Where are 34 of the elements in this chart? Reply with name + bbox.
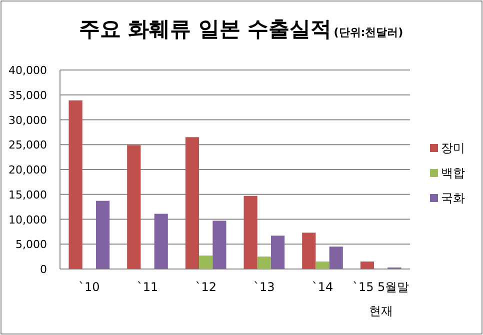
bar [329,246,343,269]
bar [96,200,110,269]
y-tick-label: 5,000 [16,238,47,252]
x-tick-label: `15 5월말 현재 [352,280,410,318]
y-tick-label: 25,000 [8,138,47,152]
bar [316,262,330,269]
bar [257,256,271,269]
y-tick-label: 20,000 [8,164,47,176]
bar [270,236,285,269]
y-tick-label: 35,000 [8,88,47,102]
x-tick-label: `12 [195,280,216,294]
bar [212,220,226,269]
y-tick-label: 40,000 [8,64,47,77]
bar [244,196,258,269]
legend-label: 백합 [441,166,465,180]
bar [68,100,82,269]
y-tick-label: 30,000 [8,114,47,127]
chart-title: 주요 화훼류 일본 수출실적 [78,17,332,41]
x-tick-label: `10 [78,280,100,294]
legend-label: 장미 [441,141,465,155]
x-tick-label: `13 [254,280,275,294]
y-tick-label: 0 [40,263,47,276]
bar [127,145,141,269]
x-tick-label: `11 [136,280,158,294]
bar [360,262,374,269]
legend-label: 국화 [441,191,465,205]
bar [185,137,200,269]
y-tick-label: 15,000 [8,188,47,202]
bar [199,256,213,269]
y-tick-label: 10,000 [8,213,47,226]
chart-subtitle: (단위:천달러) [334,26,404,39]
bar [302,232,316,269]
x-tick-label: `14 [312,280,334,294]
bar [154,214,168,269]
